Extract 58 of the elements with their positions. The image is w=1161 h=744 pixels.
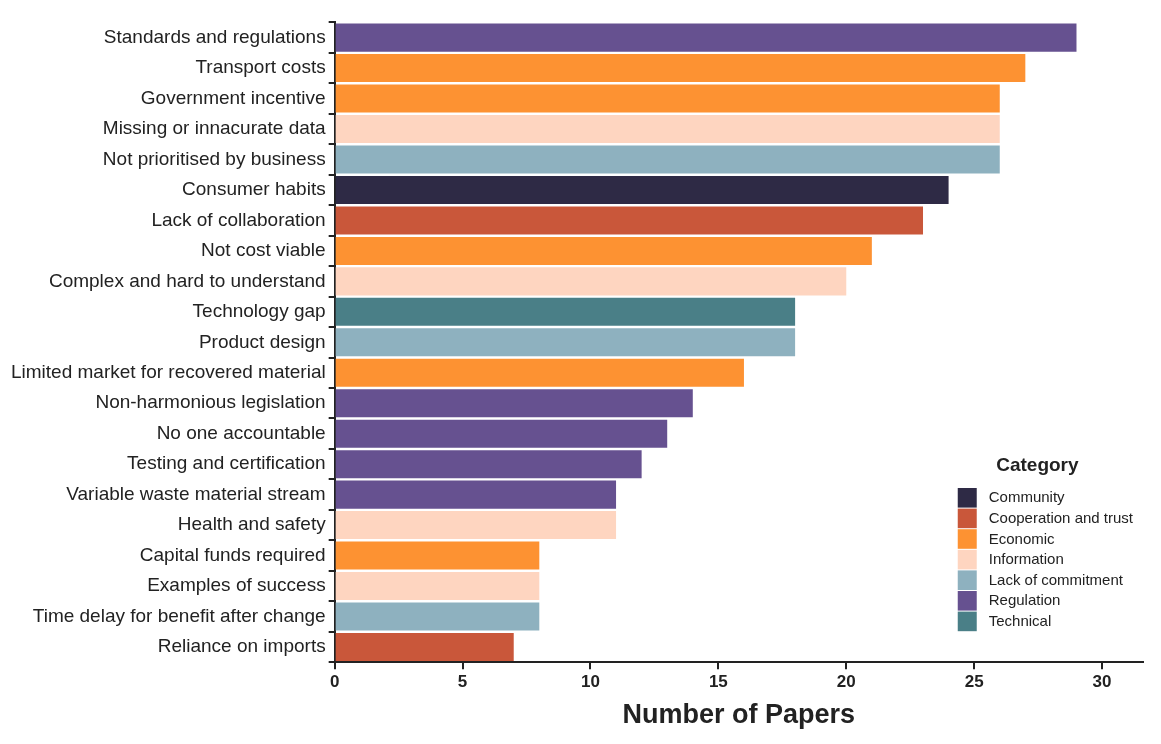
- y-tick-label: Not cost viable: [201, 239, 326, 261]
- y-tick-label: Product design: [198, 330, 326, 352]
- y-tick-label: Consumer habits: [182, 178, 326, 200]
- bar: [335, 632, 514, 661]
- x-tick-label: 30: [1092, 672, 1112, 692]
- y-tick-label: Government incentive: [140, 86, 326, 108]
- x-tick-label: 15: [708, 672, 728, 692]
- legend-title: Category: [996, 454, 1079, 476]
- x-tick-label: 20: [836, 672, 856, 692]
- x-tick-label: 10: [581, 672, 600, 692]
- bar: [335, 115, 1000, 144]
- legend-label: Cooperation and trust: [988, 509, 1134, 527]
- y-tick-label: Complex and hard to understand: [48, 269, 326, 291]
- bar: [335, 23, 1077, 52]
- y-tick-label: Health and safety: [177, 513, 327, 535]
- bar: [335, 267, 847, 296]
- y-tick-label: No one accountable: [156, 421, 326, 443]
- y-tick-label: Transport costs: [195, 56, 326, 78]
- bar: [335, 206, 924, 235]
- bar: [335, 541, 540, 570]
- bar: [335, 175, 949, 204]
- y-tick-label: Examples of success: [147, 574, 326, 596]
- x-tick-label: 0: [329, 672, 340, 692]
- y-tick-label: Time delay for benefit after change: [32, 604, 326, 626]
- bar: [335, 572, 540, 601]
- y-tick-label: Capital funds required: [139, 543, 326, 565]
- legend-label: Economic: [988, 529, 1056, 547]
- y-tick-label: Technology gap: [192, 300, 326, 322]
- bar: [335, 602, 540, 631]
- y-tick-label: Limited market for recovered material: [11, 361, 326, 382]
- legend-label: Community: [988, 488, 1066, 506]
- bar: [335, 480, 617, 509]
- x-tick-label: 25: [964, 672, 984, 692]
- y-tick-label: Missing or innacurate data: [102, 117, 327, 139]
- bar: [335, 297, 796, 326]
- y-tick-label: Standards and regulations: [103, 25, 326, 47]
- x-tick-label: 5: [457, 672, 468, 692]
- y-tick-label: Non-harmonious legislation: [95, 391, 326, 413]
- y-tick-label: Not prioritised by business: [102, 147, 326, 169]
- legend-label: Lack of commitment: [988, 570, 1124, 588]
- bar: [335, 328, 796, 357]
- x-axis-title: Number of Papers: [622, 699, 856, 730]
- bar: [335, 419, 668, 448]
- y-tick-label: Variable waste material stream: [66, 482, 326, 504]
- bar: [335, 236, 872, 265]
- bar: [335, 389, 693, 418]
- legend-label: Regulation: [988, 591, 1061, 609]
- y-tick-label: Testing and certification: [127, 452, 326, 474]
- bar: [335, 450, 642, 479]
- legend-label: Information: [988, 550, 1064, 568]
- bar: [335, 358, 744, 387]
- bar: [335, 54, 1026, 83]
- bar: [335, 145, 1000, 174]
- y-tick-label: Lack of collaboration: [151, 208, 326, 230]
- bar: [335, 84, 1000, 113]
- y-tick-label: Reliance on imports: [157, 635, 326, 657]
- bar: [335, 511, 617, 540]
- legend-label: Technical: [988, 612, 1052, 630]
